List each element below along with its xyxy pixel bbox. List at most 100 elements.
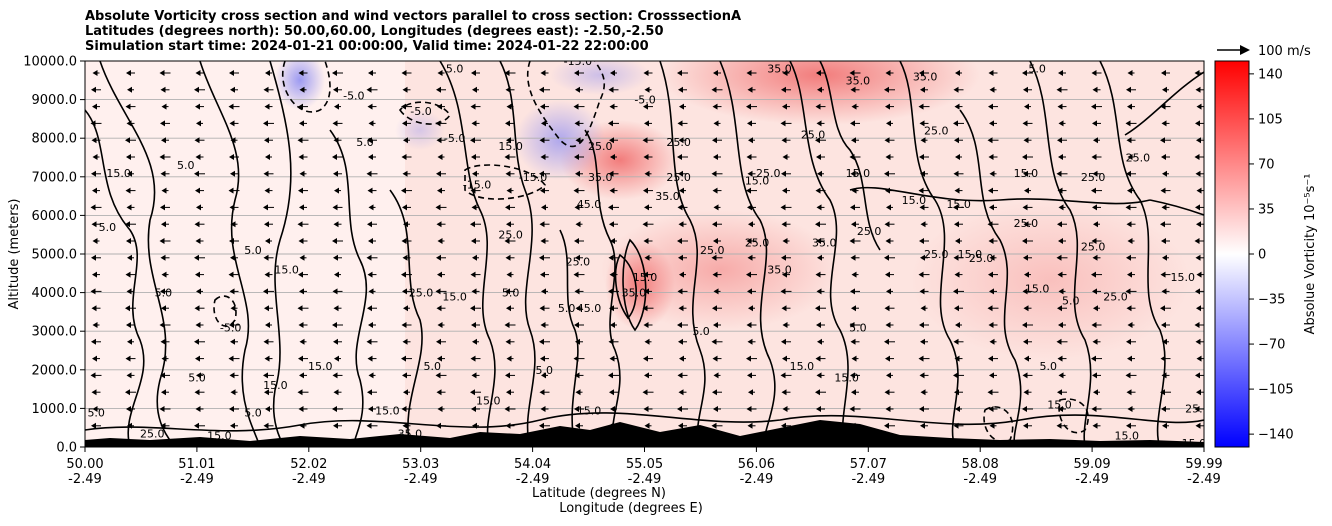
wind-vector-head bbox=[711, 422, 717, 429]
wind-vector-head bbox=[435, 372, 441, 379]
wind-vector-head bbox=[677, 288, 683, 295]
wind-vector-head bbox=[332, 322, 337, 328]
wind-vector-head bbox=[264, 271, 270, 278]
contour-label: 25.0 bbox=[700, 244, 725, 257]
contour-label: 15.0 bbox=[834, 372, 859, 385]
wind-vector-head bbox=[402, 254, 408, 261]
wind-vector-head bbox=[436, 86, 441, 93]
wind-vector-head bbox=[575, 338, 580, 345]
wind-vector-head bbox=[299, 86, 305, 93]
wind-vector-head bbox=[919, 120, 925, 127]
wind-vector-head bbox=[1195, 338, 1201, 345]
wind-vector-head bbox=[1023, 86, 1028, 93]
wind-vector-head bbox=[953, 86, 959, 93]
wind-vector-head bbox=[953, 422, 959, 429]
wind-vector-head bbox=[366, 254, 372, 261]
wind-vector-head bbox=[436, 221, 442, 228]
wind-vector-head bbox=[332, 238, 337, 244]
contour-label: 5.0 bbox=[99, 221, 117, 234]
wind-vector-head bbox=[333, 86, 338, 93]
contour-label: 25.0 bbox=[924, 248, 949, 261]
wind-vector-head bbox=[126, 322, 131, 328]
wind-vector-head bbox=[1022, 204, 1028, 211]
wind-vector-head bbox=[229, 238, 234, 244]
wind-vector-head bbox=[540, 154, 546, 160]
wind-vector-head bbox=[437, 271, 442, 278]
wind-vector-head bbox=[815, 305, 820, 312]
wind-vector-head bbox=[367, 137, 372, 144]
wind-vector-head bbox=[988, 103, 993, 110]
wind-vector-head bbox=[954, 221, 959, 228]
wind-vector-head bbox=[1161, 322, 1166, 328]
contour-label: -5.0 bbox=[634, 94, 655, 107]
wind-vector-head bbox=[1161, 372, 1167, 379]
wind-vector-head bbox=[195, 187, 200, 194]
wind-vector-head bbox=[886, 204, 891, 211]
wind-vector-head bbox=[1058, 322, 1063, 328]
wind-vector-head bbox=[1058, 204, 1064, 211]
vorticity-max-north bbox=[910, 200, 1190, 360]
wind-vector-head bbox=[609, 389, 614, 396]
wind-vector-head bbox=[1196, 221, 1201, 228]
wind-vector-head bbox=[505, 204, 510, 211]
contour-label: 5.0 bbox=[502, 287, 520, 300]
wind-vector-head bbox=[540, 271, 545, 278]
wind-vector-head bbox=[920, 221, 926, 228]
wind-vector-head bbox=[1091, 406, 1097, 412]
wind-vector-head bbox=[1092, 372, 1097, 379]
wind-vector-head bbox=[1161, 70, 1166, 76]
wind-vector-head bbox=[435, 204, 441, 211]
wind-vector-head bbox=[1127, 103, 1132, 110]
wind-vector-head bbox=[920, 305, 926, 312]
wind-vector-head bbox=[816, 406, 821, 412]
wind-vector-head bbox=[539, 221, 545, 228]
wind-vector-head bbox=[1160, 305, 1165, 312]
wind-vector-head bbox=[229, 204, 235, 211]
wind-vector-head bbox=[817, 254, 822, 261]
wind-vector-head bbox=[471, 204, 477, 211]
contour-label: 15.0 bbox=[207, 429, 232, 442]
vorticity-min-1 bbox=[275, 61, 325, 110]
wind-vector-head bbox=[1127, 406, 1133, 412]
wind-vector-head bbox=[1093, 221, 1098, 228]
wind-vector-head bbox=[955, 238, 960, 244]
y-tick-label: 7000.0 bbox=[32, 170, 78, 185]
wind-vector-head bbox=[264, 221, 269, 228]
wind-vector-head bbox=[642, 137, 648, 144]
wind-vector-head bbox=[609, 355, 615, 362]
contour-label: 15.0 bbox=[263, 379, 288, 392]
wind-vector-head bbox=[125, 137, 130, 144]
colorbar-tick-label: −140 bbox=[1258, 428, 1294, 443]
wind-vector-head bbox=[437, 355, 442, 362]
wind-vector-head bbox=[610, 154, 615, 160]
wind-vector-head bbox=[713, 70, 718, 76]
wind-vector-head bbox=[678, 389, 684, 396]
wind-vector-head bbox=[920, 254, 925, 261]
wind-vector-head bbox=[817, 422, 822, 429]
wind-vector-head bbox=[919, 70, 924, 76]
wind-vector-head bbox=[609, 103, 615, 110]
wind-vector-head bbox=[263, 288, 268, 295]
wind-vector-head bbox=[1160, 187, 1166, 194]
wind-vector-head bbox=[988, 271, 993, 278]
wind-vector-head bbox=[230, 422, 235, 429]
wind-vector-head bbox=[368, 372, 374, 379]
wind-vector-head bbox=[1126, 422, 1131, 429]
contour-label: 15.0 bbox=[1182, 437, 1207, 450]
wind-vector-head bbox=[574, 70, 579, 76]
wind-vector-head bbox=[436, 389, 442, 396]
contour-label: 35.0 bbox=[398, 427, 423, 440]
wind-vector-head bbox=[539, 305, 545, 312]
wind-vector-head bbox=[160, 86, 166, 93]
wind-vector-head bbox=[195, 103, 200, 110]
wind-vector-head bbox=[1127, 187, 1132, 194]
x-tick-label-latitude: 52.02 bbox=[290, 457, 327, 472]
wind-vector-head bbox=[126, 372, 132, 379]
wind-vector-head bbox=[1022, 238, 1027, 244]
colorbar-tick-label: 0 bbox=[1258, 248, 1266, 263]
wind-vector-head bbox=[334, 271, 339, 278]
x-tick-label-longitude: -2.49 bbox=[628, 472, 662, 487]
wind-vector-head bbox=[988, 238, 994, 244]
contour-label: -15.0 bbox=[564, 55, 592, 68]
wind-vector-head bbox=[91, 254, 96, 261]
